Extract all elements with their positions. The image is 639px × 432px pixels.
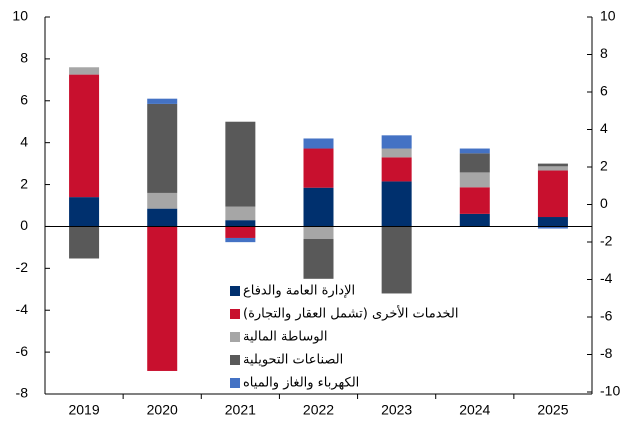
x-tick-label: 2025	[537, 402, 568, 418]
legend-swatch	[230, 355, 240, 365]
bar-segment	[69, 74, 100, 198]
bar-segment	[225, 226, 256, 238]
y2-tick-label: 0	[600, 195, 608, 211]
x-tick-label: 2021	[225, 402, 256, 418]
bar-segment	[147, 192, 178, 209]
bar-segment	[459, 187, 490, 214]
legend-label: الخدمات الأخرى (تشمل العقار والتجارة)	[243, 305, 458, 322]
legend-label: الوساطة المالية	[243, 330, 328, 345]
bar-segment	[381, 135, 412, 149]
bar-segment	[303, 226, 334, 240]
bar-segment	[147, 103, 178, 193]
bar-segment	[459, 172, 490, 188]
bar-segment	[381, 226, 412, 294]
bar-segment	[303, 148, 334, 188]
y2-tick-label: -8	[600, 345, 613, 361]
y2-tick-label: 10	[600, 8, 616, 24]
bar-segment	[225, 121, 256, 207]
bar-segment	[537, 217, 568, 227]
y2-tick-label: 4	[600, 120, 608, 136]
bar-segment	[147, 208, 178, 227]
y-tick-label: 0	[20, 217, 28, 233]
bar-segment	[225, 220, 256, 227]
legend-label: الإدارة العامة والدفاع	[243, 284, 355, 299]
bar-segment	[303, 239, 334, 279]
bar-segment	[537, 226, 568, 229]
bar-segment	[459, 153, 490, 173]
x-tick-label: 2022	[303, 402, 334, 418]
bar-segment	[69, 67, 100, 75]
legend-swatch	[230, 286, 240, 296]
y2-tick-label: -2	[600, 233, 613, 249]
x-tick-label: 2024	[459, 402, 490, 418]
bar-segment	[69, 226, 100, 259]
bar-segment	[225, 237, 256, 243]
bar-segment	[537, 170, 568, 218]
legend-swatch	[230, 332, 240, 342]
y-tick-label: 6	[20, 91, 28, 107]
legend-label: الصناعات التحويلية	[243, 353, 343, 368]
bar-segment	[459, 148, 490, 154]
bar-segment	[69, 197, 100, 227]
bar-segment	[225, 206, 256, 221]
y2-tick-label: -6	[600, 308, 613, 324]
x-tick-label: 2020	[147, 402, 178, 418]
y-tick-label: 8	[20, 50, 28, 66]
bar-segment	[381, 148, 412, 158]
x-tick-label: 2023	[381, 402, 412, 418]
bar-segment	[537, 163, 568, 167]
y2-tick-label: 6	[600, 83, 608, 99]
bar-segment	[303, 138, 334, 149]
y-tick-label: 4	[20, 133, 28, 149]
y-tick-label: -8	[16, 385, 29, 401]
legend-label: الكهرباء والغاز والمياه	[243, 376, 359, 391]
bar-segment	[147, 98, 178, 104]
y-tick-label: 2	[20, 175, 28, 191]
x-tick-label: 2019	[68, 402, 99, 418]
y2-tick-label: 2	[600, 158, 608, 174]
y-tick-label: -6	[16, 343, 29, 359]
bar-segment	[459, 213, 490, 227]
bar-segment	[147, 226, 178, 371]
legend-swatch	[230, 309, 240, 319]
bar-segment	[381, 181, 412, 227]
bar-segment	[303, 187, 334, 227]
y-tick-label: -4	[16, 301, 29, 317]
y-tick-label: -2	[16, 259, 29, 275]
y-tick-label: 10	[12, 8, 28, 24]
y2-tick-label: 8	[600, 45, 608, 61]
y2-tick-label: -4	[600, 270, 613, 286]
legend-swatch	[230, 378, 240, 388]
y2-tick-label: -10	[600, 383, 620, 399]
bar-segment	[381, 157, 412, 182]
bar-segment	[537, 166, 568, 171]
